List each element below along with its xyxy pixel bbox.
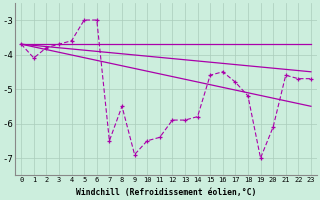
X-axis label: Windchill (Refroidissement éolien,°C): Windchill (Refroidissement éolien,°C): [76, 188, 256, 197]
